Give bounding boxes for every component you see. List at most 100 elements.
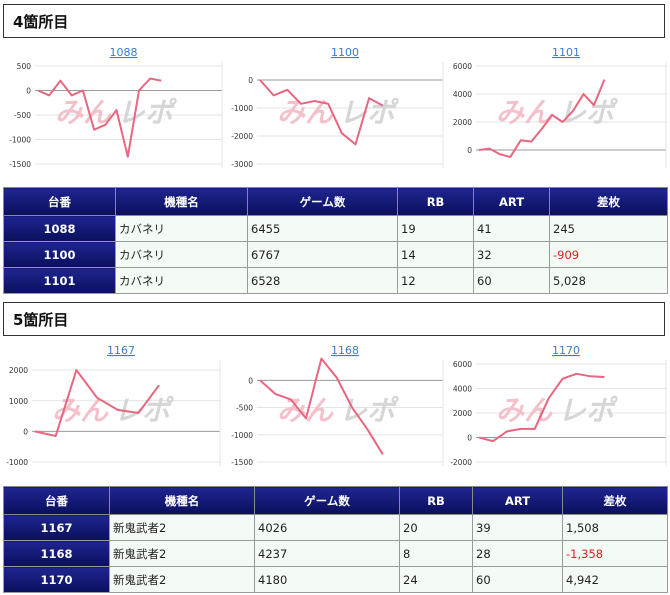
machine-model: カバネリ <box>115 215 248 242</box>
game-count: 4026 <box>254 514 400 541</box>
section-title: 4箇所目 <box>13 13 69 31</box>
y-tick-label: 1000 <box>9 397 28 406</box>
watermark-logo: レポ <box>558 96 618 129</box>
chart-title-link[interactable]: 1170 <box>552 344 580 357</box>
machine-number: 1170 <box>3 566 110 593</box>
y-tick-label: -2000 <box>450 458 472 467</box>
y-tick-label: -1500 <box>9 160 31 169</box>
machine-number: 1167 <box>3 514 110 541</box>
medal-diff: 1,508 <box>562 514 668 541</box>
machine-model: 新鬼武者2 <box>109 566 255 593</box>
rb-count: 14 <box>397 241 474 268</box>
y-tick-label: 0 <box>248 76 253 85</box>
y-tick-label: 4000 <box>453 385 472 394</box>
game-count: 4237 <box>254 540 400 567</box>
header-model: 機種名 <box>109 486 255 515</box>
header-number: 台番 <box>3 486 110 515</box>
game-count: 6767 <box>247 241 398 268</box>
y-tick-label: 0 <box>23 427 28 436</box>
y-tick-label: -500 <box>14 111 31 120</box>
medal-diff: 4,942 <box>562 566 668 593</box>
series-line <box>478 372 605 443</box>
game-count: 6455 <box>247 215 398 242</box>
y-tick-label: 4000 <box>453 90 472 99</box>
table-row: 1167 新鬼武者2 4026 20 39 1,508 <box>3 514 668 541</box>
art-count: 60 <box>472 566 563 593</box>
series-line <box>259 79 384 146</box>
table-row: 1170 新鬼武者2 4180 24 60 4,942 <box>3 566 668 593</box>
machine-table-1: 台番 機種名 ゲーム数 RB ART 差枚 1088 カバネリ 6455 19 … <box>3 187 668 294</box>
y-tick-label: -2000 <box>231 132 253 141</box>
watermark-logo: レポ <box>117 96 177 129</box>
chart-title-link[interactable]: 1088 <box>110 46 138 59</box>
machine-number: 1100 <box>3 241 116 268</box>
header-model: 機種名 <box>115 187 248 216</box>
series-line <box>34 369 160 437</box>
line-chart: 1170 6000 4000 2000 0 -2000 みん レポ <box>450 344 667 467</box>
chart-title-link[interactable]: 1167 <box>107 344 135 357</box>
machine-number: 1168 <box>3 540 110 567</box>
watermark-logo: レポ <box>558 394 618 427</box>
machine-model: カバネリ <box>115 267 248 294</box>
y-tick-label: 2000 <box>453 118 472 127</box>
header-art: ART <box>472 486 563 515</box>
table-row: 1100 カバネリ 6767 14 32 -909 <box>3 241 668 268</box>
rb-count: 20 <box>399 514 473 541</box>
rb-count: 12 <box>397 267 474 294</box>
header-art: ART <box>473 187 550 216</box>
machine-table-2: 台番 機種名 ゲーム数 RB ART 差枚 1167 新鬼武者2 4026 20… <box>3 486 668 593</box>
machine-number: 1088 <box>3 215 116 242</box>
y-tick-label: 6000 <box>453 360 472 369</box>
series-line <box>37 77 162 158</box>
machine-number: 1101 <box>3 267 116 294</box>
header-games: ゲーム数 <box>247 187 398 216</box>
chart-title-link[interactable]: 1168 <box>331 344 359 357</box>
art-count: 39 <box>472 514 563 541</box>
rb-count: 19 <box>397 215 474 242</box>
section-title: 5箇所目 <box>13 311 69 329</box>
y-tick-label: -1500 <box>231 458 253 467</box>
y-tick-label: -500 <box>236 404 253 413</box>
rb-count: 8 <box>399 540 473 567</box>
y-tick-label: -1000 <box>9 136 31 145</box>
chart-row-2: 1167 2000 1000 0 -1000 みん レポ 1168 0 -500 -1000 -150… <box>0 344 670 479</box>
y-tick-label: 6000 <box>453 62 472 71</box>
header-rb: RB <box>399 486 473 515</box>
line-chart: 1088 500 0 -500 -1000 -1500 みん レポ <box>9 46 223 169</box>
table-row: 1168 新鬼武者2 4237 8 28 -1,358 <box>3 540 668 567</box>
y-tick-label: 2000 <box>453 409 472 418</box>
watermark-logo: みん <box>496 96 553 129</box>
y-tick-label: 500 <box>17 62 32 71</box>
game-count: 6528 <box>247 267 398 294</box>
y-tick-label: 0 <box>467 434 472 443</box>
watermark-logo: みん <box>55 96 112 129</box>
chart-title-link[interactable]: 1101 <box>552 46 580 59</box>
y-tick-label: 2000 <box>9 366 28 375</box>
header-number: 台番 <box>3 187 116 216</box>
machine-model: 新鬼武者2 <box>109 540 255 567</box>
art-count: 28 <box>472 540 563 567</box>
rb-count: 24 <box>399 566 473 593</box>
header-diff: 差枚 <box>549 187 668 216</box>
y-tick-label: -1000 <box>6 458 28 467</box>
line-chart: 1101 6000 4000 2000 0 みん レポ <box>453 46 667 168</box>
chart-row-1: 1088 500 0 -500 -1000 -1500 みん レポ 1100 0 -1000 -200… <box>0 46 670 181</box>
art-count: 41 <box>473 215 550 242</box>
table-header-row: 台番 機種名 ゲーム数 RB ART 差枚 <box>3 486 668 515</box>
machine-model: カバネリ <box>115 241 248 268</box>
series-line <box>478 79 606 158</box>
section-heading-4: 4箇所目 <box>3 4 665 38</box>
table-header-row: 台番 機種名 ゲーム数 RB ART 差枚 <box>3 187 668 216</box>
y-tick-label: -3000 <box>231 160 253 169</box>
y-tick-label: -1000 <box>231 104 253 113</box>
header-rb: RB <box>397 187 474 216</box>
medal-diff: -909 <box>549 241 668 268</box>
y-tick-label: 0 <box>26 87 31 96</box>
y-tick-label: 0 <box>467 146 472 155</box>
section-heading-5: 5箇所目 <box>3 302 665 336</box>
chart-title-link[interactable]: 1100 <box>331 46 359 59</box>
watermark-logo: みん <box>277 394 334 427</box>
medal-diff: 245 <box>549 215 668 242</box>
